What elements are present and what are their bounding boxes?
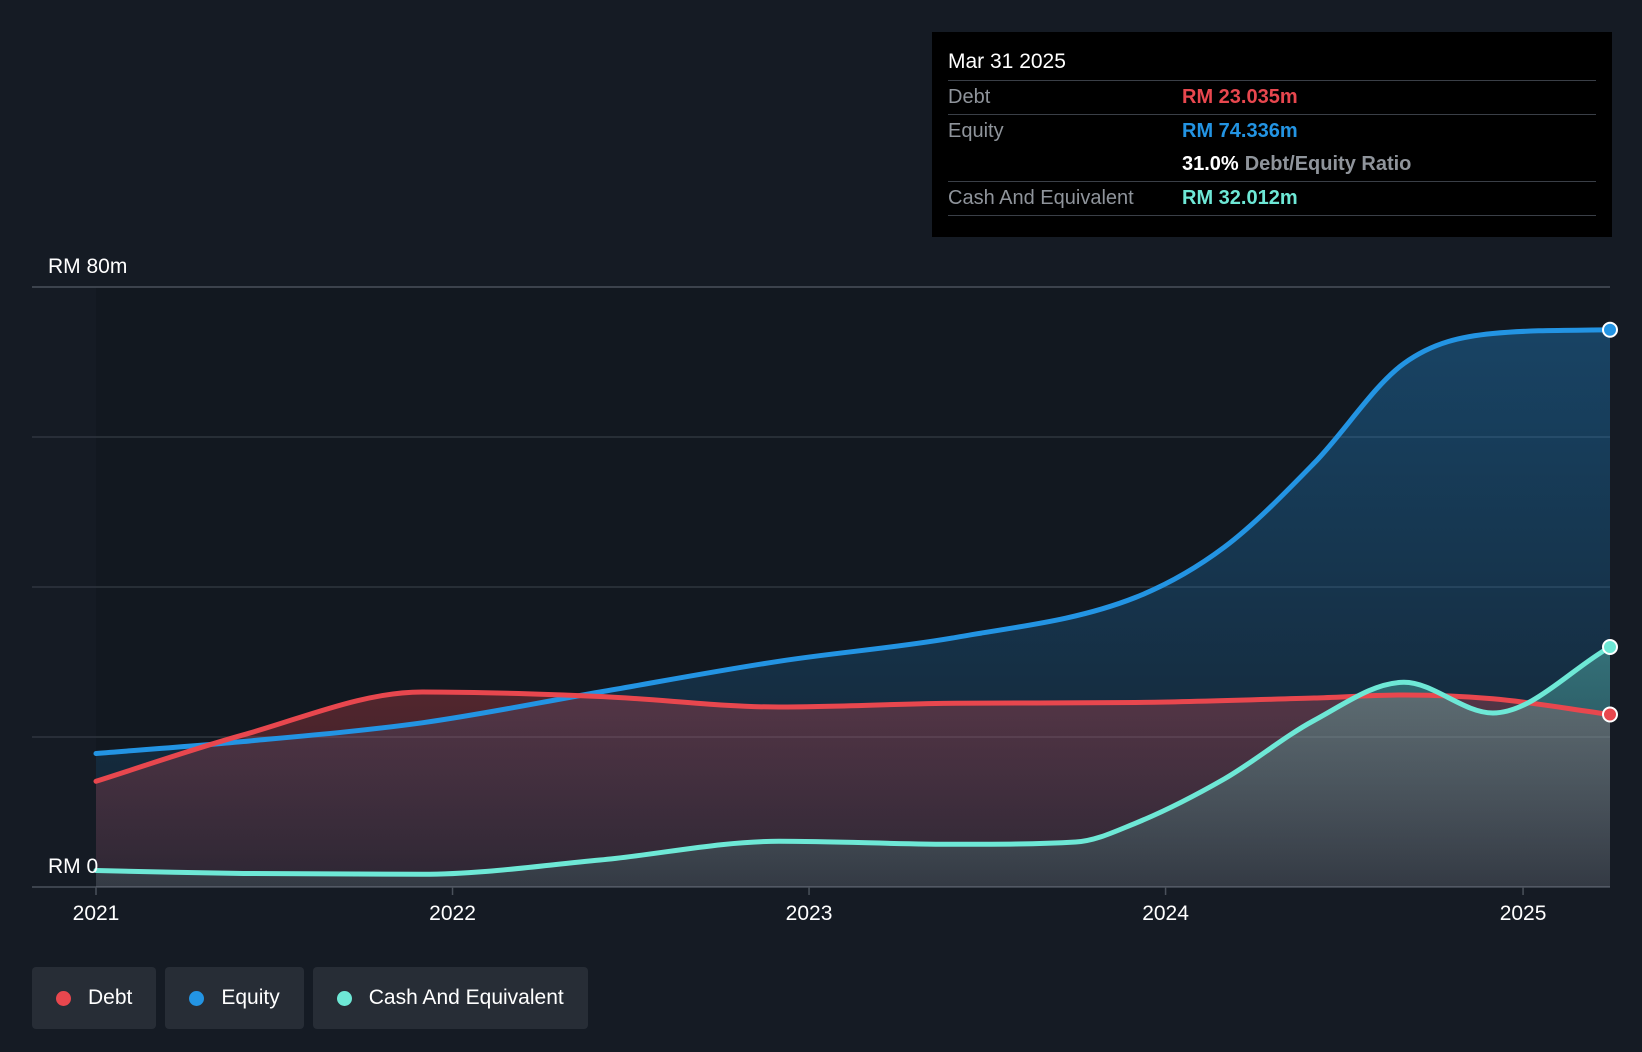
legend: Debt Equity Cash And Equivalent <box>32 967 588 1029</box>
legend-dot-debt <box>56 990 71 1006</box>
y-axis-labels: RM 80m RM 0 <box>48 255 127 878</box>
tooltip-panel: Mar 31 2025 Debt RM 23.035m Equity RM 74… <box>932 32 1612 237</box>
x-tick-label-2024: 2024 <box>1142 902 1189 925</box>
tooltip-ratio-row: 31.0% Debt/Equity Ratio <box>948 148 1596 182</box>
y-tick-label-0: RM 80m <box>48 255 127 278</box>
tooltip-equity-value: RM 74.336m <box>1182 120 1298 142</box>
tooltip-ratio-value: 31.0% <box>1182 153 1239 175</box>
tooltip-debt-value: RM 23.035m <box>1182 86 1298 108</box>
tooltip-equity-label: Equity <box>948 120 1004 142</box>
line-cash <box>93 644 1613 877</box>
series-lines <box>93 327 1613 877</box>
line-equity <box>93 327 1613 756</box>
tooltip-cash-row: Cash And Equivalent RM 32.012m <box>948 182 1596 216</box>
tooltip-date: Mar 31 2025 <box>948 46 1596 81</box>
tooltip-debt-label: Debt <box>948 86 991 108</box>
tooltip-equity-row: Equity RM 74.336m <box>948 115 1596 148</box>
legend-label-cash: Cash And Equivalent <box>368 986 564 1009</box>
tooltip-ratio-label: Debt/Equity Ratio <box>1244 153 1412 175</box>
legend-item-debt[interactable]: Debt <box>32 967 157 1029</box>
end-marker-equity <box>1602 321 1618 338</box>
legend-label-debt: Debt <box>88 986 133 1009</box>
series-areas <box>96 329 1610 887</box>
tooltip-debt-row: Debt RM 23.035m <box>948 81 1596 115</box>
end-marker-cash <box>1602 639 1618 655</box>
y-tick-label-1: RM 0 <box>48 855 98 878</box>
legend-dot-equity <box>189 990 205 1006</box>
legend-dot-cash <box>336 990 352 1006</box>
legend-item-equity[interactable]: Equity <box>165 967 304 1029</box>
line-debt <box>93 689 1613 784</box>
area-cash <box>96 647 1610 887</box>
x-tick-label-2025: 2025 <box>1500 902 1547 925</box>
legend-label-equity: Equity <box>221 986 280 1009</box>
tooltip-cash-value: RM 32.012m <box>1182 187 1298 209</box>
tooltip-cash-label: Cash And Equivalent <box>948 187 1134 209</box>
x-tick-label-2021: 2021 <box>73 902 120 925</box>
legend-item-cash[interactable]: Cash And Equivalent <box>312 967 588 1029</box>
x-tick-label-2023: 2023 <box>786 902 833 925</box>
end-marker-debt <box>1602 706 1618 723</box>
end-markers <box>1602 321 1618 723</box>
x-axis-labels: 2021 2022 2023 2024 2025 <box>73 887 1547 925</box>
x-tick-label-2022: 2022 <box>429 902 476 925</box>
